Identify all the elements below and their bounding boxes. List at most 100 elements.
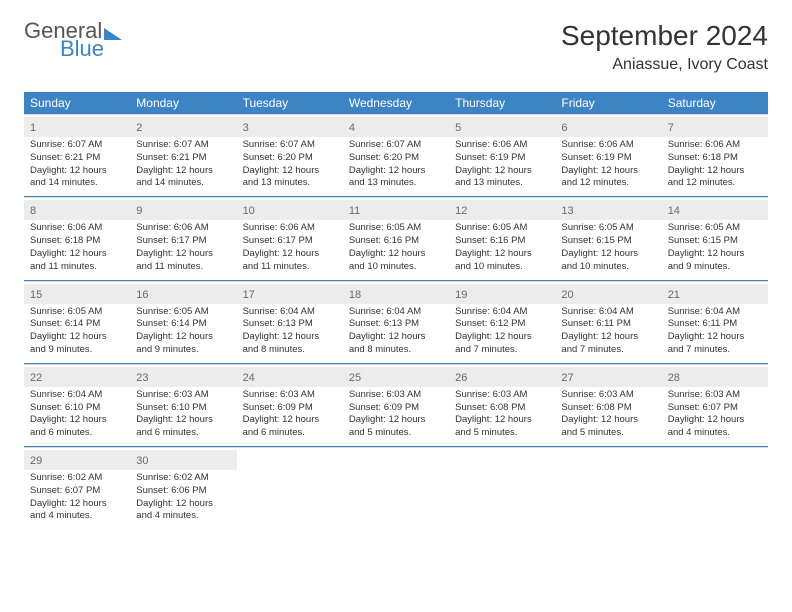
day-cell: 12Sunrise: 6:05 AMSunset: 6:16 PMDayligh… — [449, 197, 555, 279]
header: General Blue September 2024 Aniassue, Iv… — [24, 20, 768, 74]
day-number: 5 — [455, 122, 461, 134]
day-number-bar: 4 — [343, 117, 449, 137]
title-block: September 2024 Aniassue, Ivory Coast — [561, 20, 768, 74]
day-cell — [555, 447, 661, 529]
day-info: Sunrise: 6:07 AMSunset: 6:21 PMDaylight:… — [136, 139, 230, 190]
day-number: 12 — [455, 205, 467, 217]
day-info: Sunrise: 6:03 AMSunset: 6:10 PMDaylight:… — [136, 389, 230, 440]
day-cell: 23 Sunrise: 6:03 AMSunset: 6:10 PMDayligh… — [130, 364, 236, 446]
day-info: Sunrise: 6:04 AMSunset: 6:11 PMDaylight:… — [561, 306, 655, 357]
brand-logo: General Blue — [24, 20, 122, 60]
day-number-bar: 7 — [662, 117, 768, 137]
day-of-week-header: Friday — [555, 92, 661, 114]
day-number: 1 — [30, 122, 36, 134]
day-cell — [237, 447, 343, 529]
day-number-bar: 27 — [555, 367, 661, 387]
day-info: Sunrise: 6:05 AMSunset: 6:15 PMDaylight:… — [668, 222, 762, 273]
day-number-bar: 29 — [24, 450, 130, 470]
day-number: 29 — [30, 455, 42, 467]
day-of-week-header: Monday — [130, 92, 236, 114]
day-number: 4 — [349, 122, 355, 134]
day-number: 18 — [349, 289, 361, 301]
day-number: 11 — [349, 205, 360, 217]
day-number-bar: 10 — [237, 200, 343, 220]
calendar: SundayMondayTuesdayWednesdayThursdayFrid… — [24, 92, 768, 529]
day-cell: 24 Sunrise: 6:03 AMSunset: 6:09 PMDayligh… — [237, 364, 343, 446]
week-row: 8 Sunrise: 6:06 AMSunset: 6:18 PMDaylight… — [24, 197, 768, 280]
day-info: Sunrise: 6:04 AMSunset: 6:13 PMDaylight:… — [243, 306, 337, 357]
day-number-bar: 19 — [449, 284, 555, 304]
day-number-bar: 15 — [24, 284, 130, 304]
day-number-bar: 22 — [24, 367, 130, 387]
weeks-container: 1 Sunrise: 6:07 AMSunset: 6:21 PMDaylight… — [24, 114, 768, 529]
day-cell: 15 Sunrise: 6:05 AMSunset: 6:14 PMDayligh… — [24, 281, 130, 363]
day-cell: 2Sunrise: 6:07 AMSunset: 6:21 PMDaylight… — [130, 114, 236, 196]
day-number: 25 — [349, 372, 361, 384]
location: Aniassue, Ivory Coast — [561, 56, 768, 74]
day-info: Sunrise: 6:03 AMSunset: 6:08 PMDaylight:… — [455, 389, 549, 440]
day-number: 21 — [668, 289, 680, 301]
day-cell — [343, 447, 449, 529]
day-number-bar: 23 — [130, 367, 236, 387]
day-number: 24 — [243, 372, 255, 384]
day-cell: 4 Sunrise: 6:07 AMSunset: 6:20 PMDaylight… — [343, 114, 449, 196]
brand-line2: Blue — [60, 38, 122, 60]
day-number-bar: 17 — [237, 284, 343, 304]
day-cell: 19 Sunrise: 6:04 AMSunset: 6:12 PMDayligh… — [449, 281, 555, 363]
day-cell: 18Sunrise: 6:04 AMSunset: 6:13 PMDayligh… — [343, 281, 449, 363]
day-number: 6 — [561, 122, 567, 134]
day-info: Sunrise: 6:06 AMSunset: 6:18 PMDaylight:… — [668, 139, 762, 190]
day-number: 15 — [30, 289, 42, 301]
day-number: 28 — [668, 372, 680, 384]
day-number: 19 — [455, 289, 467, 301]
day-number: 26 — [455, 372, 467, 384]
day-number-bar: 1 — [24, 117, 130, 137]
day-info: Sunrise: 6:06 AMSunset: 6:18 PMDaylight:… — [30, 222, 124, 273]
day-info: Sunrise: 6:03 AMSunset: 6:09 PMDaylight:… — [243, 389, 337, 440]
day-number-bar: 14 — [662, 200, 768, 220]
days-of-week-row: SundayMondayTuesdayWednesdayThursdayFrid… — [24, 92, 768, 114]
day-number: 14 — [668, 205, 680, 217]
day-number-bar: 6 — [555, 117, 661, 137]
day-cell: 1Sunrise: 6:07 AMSunset: 6:21 PMDaylight… — [24, 114, 130, 196]
day-cell: 29Sunrise: 6:02 AMSunset: 6:07 PMDayligh… — [24, 447, 130, 529]
day-number-bar: 24 — [237, 367, 343, 387]
day-cell: 27Sunrise: 6:03 AMSunset: 6:08 PMDayligh… — [555, 364, 661, 446]
day-number-bar: 2 — [130, 117, 236, 137]
day-info: Sunrise: 6:05 AMSunset: 6:14 PMDaylight:… — [30, 306, 124, 357]
day-info: Sunrise: 6:07 AMSunset: 6:20 PMDaylight:… — [349, 139, 443, 190]
day-of-week-header: Thursday — [449, 92, 555, 114]
day-cell: 16Sunrise: 6:05 AMSunset: 6:14 PMDayligh… — [130, 281, 236, 363]
day-number-bar: 5 — [449, 117, 555, 137]
day-number: 10 — [243, 205, 255, 217]
day-cell: 11 Sunrise: 6:05 AMSunset: 6:16 PMDayligh… — [343, 197, 449, 279]
day-number: 20 — [561, 289, 573, 301]
day-number-bar: 9 — [130, 200, 236, 220]
day-number: 23 — [136, 372, 148, 384]
day-cell: 17Sunrise: 6:04 AMSunset: 6:13 PMDayligh… — [237, 281, 343, 363]
day-number-bar: 3 — [237, 117, 343, 137]
day-cell: 28Sunrise: 6:03 AMSunset: 6:07 PMDayligh… — [662, 364, 768, 446]
day-cell: 26 Sunrise: 6:03 AMSunset: 6:08 PMDayligh… — [449, 364, 555, 446]
day-number: 9 — [136, 205, 142, 217]
day-info: Sunrise: 6:04 AMSunset: 6:12 PMDaylight:… — [455, 306, 549, 357]
week-row: 22Sunrise: 6:04 AMSunset: 6:10 PMDayligh… — [24, 364, 768, 447]
day-of-week-header: Tuesday — [237, 92, 343, 114]
day-number-bar: 18 — [343, 284, 449, 304]
day-of-week-header: Wednesday — [343, 92, 449, 114]
day-info: Sunrise: 6:02 AMSunset: 6:06 PMDaylight:… — [136, 472, 230, 523]
day-number: 13 — [561, 205, 573, 217]
day-cell: 30Sunrise: 6:02 AMSunset: 6:06 PMDayligh… — [130, 447, 236, 529]
day-number-bar: 25 — [343, 367, 449, 387]
day-number: 8 — [30, 205, 36, 217]
day-cell: 25 Sunrise: 6:03 AMSunset: 6:09 PMDayligh… — [343, 364, 449, 446]
day-info: Sunrise: 6:06 AMSunset: 6:19 PMDaylight:… — [561, 139, 655, 190]
day-number-bar: 30 — [130, 450, 236, 470]
day-number: 22 — [30, 372, 42, 384]
day-number: 3 — [243, 122, 249, 134]
day-info: Sunrise: 6:05 AMSunset: 6:16 PMDaylight:… — [349, 222, 443, 273]
day-info: Sunrise: 6:03 AMSunset: 6:09 PMDaylight:… — [349, 389, 443, 440]
day-cell: 9 Sunrise: 6:06 AMSunset: 6:17 PMDaylight… — [130, 197, 236, 279]
week-row: 15 Sunrise: 6:05 AMSunset: 6:14 PMDayligh… — [24, 281, 768, 364]
day-info: Sunrise: 6:06 AMSunset: 6:17 PMDaylight:… — [136, 222, 230, 273]
